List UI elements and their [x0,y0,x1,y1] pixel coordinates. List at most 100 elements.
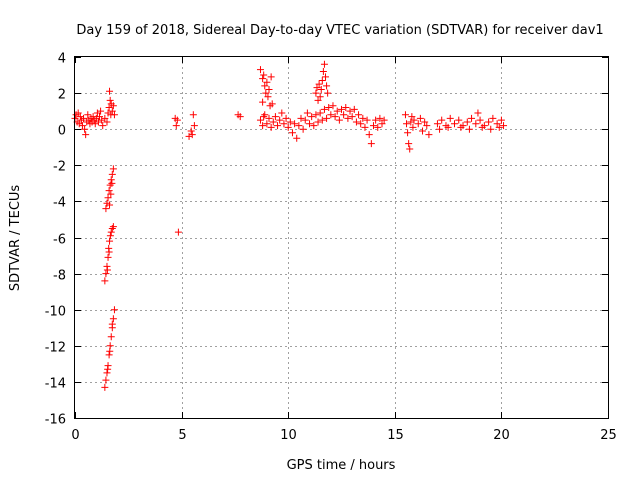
data-point-plus [271,113,279,121]
data-point-plus [274,122,282,130]
data-point-plus [256,116,264,124]
data-point-plus [319,67,327,75]
data-point-plus [291,120,299,128]
data-point-plus [172,122,180,130]
data-point-plus [101,383,109,391]
data-point-plus [444,123,452,131]
data-point-plus [318,76,326,84]
data-point-plus [108,320,116,328]
x-tick-label: 0 [71,428,79,443]
data-point-plus [263,120,271,128]
data-point-plus [236,113,244,121]
data-point-plus [262,89,270,97]
data-point-plus [301,116,309,124]
data-point-plus [376,114,384,122]
data-point-plus [106,237,114,245]
data-point-plus [378,120,386,128]
data-point-plus [106,232,114,240]
grid-lines [75,57,608,418]
data-point-plus [276,116,284,124]
data-point-plus [446,114,454,122]
data-point-plus [264,93,272,101]
data-point-plus [478,123,486,131]
data-point-plus [92,114,100,122]
data-point-plus [410,116,418,124]
data-point-plus [106,201,114,209]
data-point-plus [474,109,482,117]
y-tick-label: -16 [45,413,66,428]
data-point-plus [320,105,328,113]
data-point-plus [75,120,83,128]
data-point-plus [185,132,193,140]
data-point-plus [316,109,324,117]
data-point-plus [107,228,115,236]
data-point-plus [468,114,476,122]
data-point-plus [109,102,117,110]
data-point-plus [107,190,115,198]
data-point-plus [374,123,382,131]
data-point-plus [363,116,371,124]
data-point-plus [102,270,110,278]
data-point-plus [314,96,322,104]
data-point-plus [367,140,375,148]
data-points [71,60,508,391]
data-point-plus [497,116,505,124]
data-point-plus [423,122,431,130]
x-tick-label: 15 [387,428,404,443]
data-point-plus [104,365,112,373]
data-point-plus [333,107,341,115]
data-point-plus [286,118,294,126]
data-point-plus [357,120,365,128]
data-point-plus [438,116,446,124]
data-point-plus [425,131,433,139]
data-point-plus [82,131,90,139]
data-point-plus [265,114,273,122]
data-point-plus [284,123,292,131]
data-point-plus [93,109,101,117]
data-point-plus [98,116,106,124]
data-point-plus [436,125,444,133]
data-point-plus [407,118,415,126]
data-point-plus [419,127,427,135]
y-tick-label: 2 [58,88,66,103]
data-point-plus [256,66,264,74]
data-point-plus [101,277,109,285]
data-point-plus [324,89,332,97]
data-point-plus [105,104,113,112]
data-point-plus [414,120,422,128]
data-point-plus [110,306,118,314]
y-tick-label: -10 [45,305,66,320]
data-point-plus [109,223,117,231]
data-point-plus [265,85,273,93]
data-point-plus [316,93,324,101]
plot-frame [74,56,609,419]
data-point-plus [109,315,117,323]
data-point-plus [406,145,414,153]
data-point-plus [104,253,112,261]
data-point-plus [103,266,111,274]
data-point-plus [365,131,373,139]
data-point-plus [314,118,322,126]
data-point-plus [99,122,107,130]
data-point-plus [260,71,268,79]
data-point-plus [297,114,305,122]
data-point-plus [108,170,116,178]
data-point-plus [174,228,182,236]
y-tick-label: 4 [58,52,66,67]
chart-title: Day 159 of 2018, Sidereal Day-to-day VTE… [76,23,603,38]
data-point-plus [282,114,290,122]
data-point-plus [329,102,337,110]
data-point-plus [346,107,354,115]
data-point-plus [489,114,497,122]
data-point-plus [500,122,508,130]
y-tick-label: 0 [58,124,66,139]
data-point-plus [188,131,196,139]
data-point-plus [105,248,113,256]
data-point-plus [102,376,110,384]
y-tick-label: -6 [53,233,66,248]
data-point-plus [485,118,493,126]
data-point-plus [463,118,471,126]
